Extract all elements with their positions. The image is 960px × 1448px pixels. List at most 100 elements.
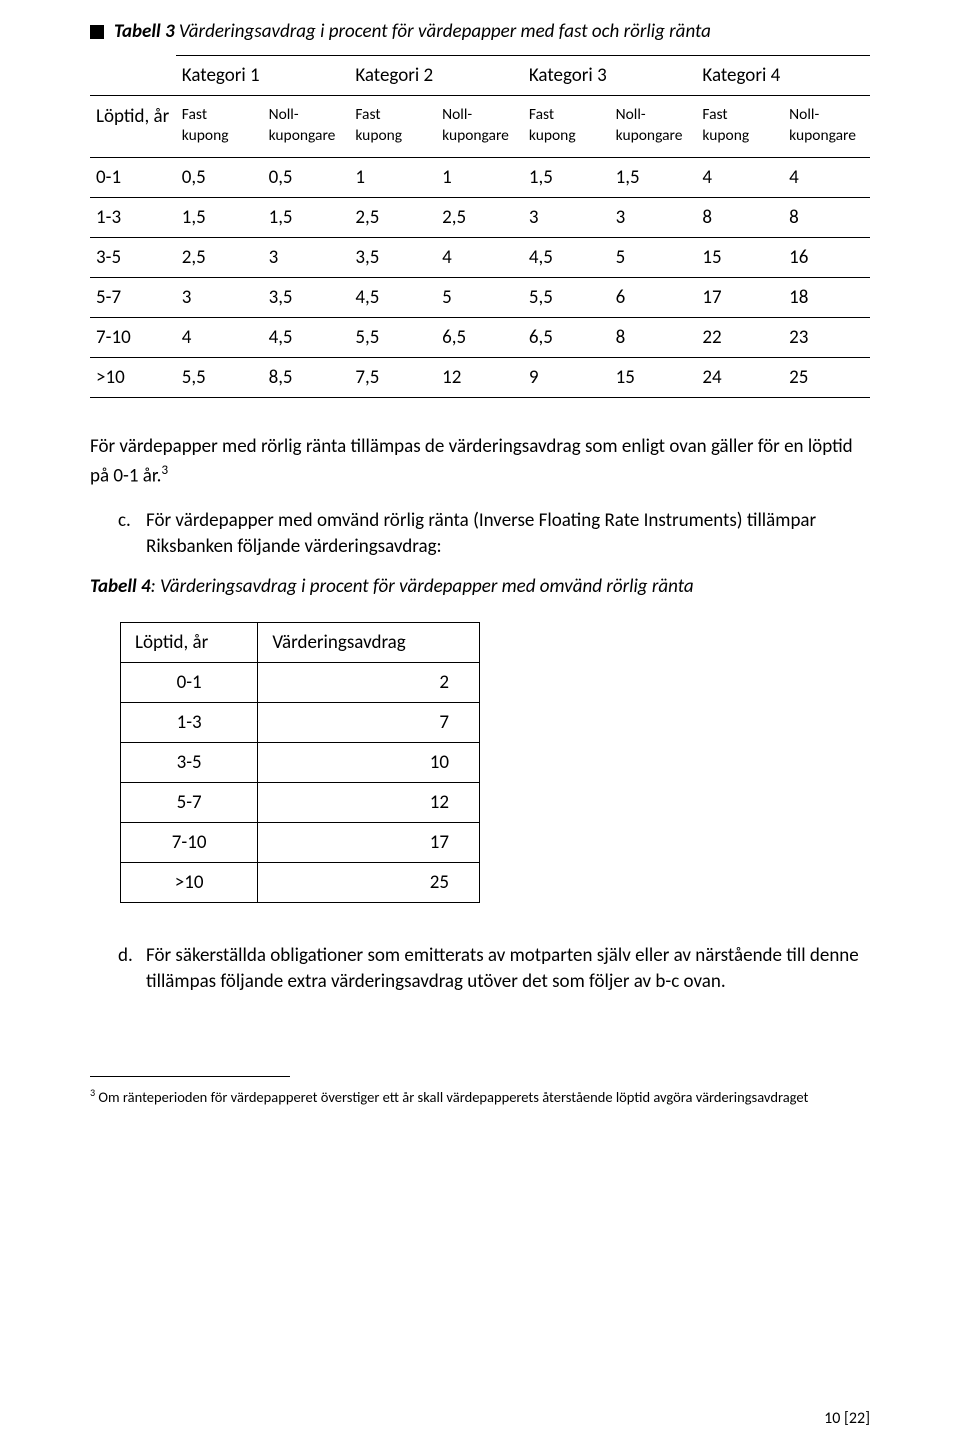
table4-cell-loptid: 5-7 [121, 782, 258, 822]
table3-cell: 8,5 [263, 358, 350, 398]
table-row: 5-733,54,555,561718 [90, 278, 870, 318]
table4-header-loptid: Löptid, år [121, 622, 258, 662]
table3: Kategori 1 Kategori 2 Kategori 3 Kategor… [90, 55, 870, 398]
table3-sub-noll: Noll-kupongare [783, 95, 870, 157]
table3-sub-noll: Noll-kupongare [436, 95, 523, 157]
table3-cell: 15 [696, 238, 783, 278]
table3-cell: 3 [263, 238, 350, 278]
table3-cat3: Kategori 3 [523, 55, 697, 95]
table3-cell: 3,5 [263, 278, 350, 318]
table3-cell: 6,5 [436, 318, 523, 358]
table3-category-row: Kategori 1 Kategori 2 Kategori 3 Kategor… [90, 55, 870, 95]
table4-cell-avdrag: 2 [258, 662, 480, 702]
table3-cell: 6,5 [523, 318, 610, 358]
footnote-rule [90, 1076, 290, 1077]
table4-cell-loptid: 7-10 [121, 822, 258, 862]
table-row: 0-10,50,5111,51,544 [90, 158, 870, 198]
table3-cell: 15 [610, 358, 697, 398]
table3-cell: 3 [523, 198, 610, 238]
table3-cell: 8 [783, 198, 870, 238]
table4-title-bold: Tabell 4 [90, 575, 151, 598]
table3-cell: 8 [696, 198, 783, 238]
list-text-c: För värdepapper med omvänd rörlig ränta … [146, 508, 870, 561]
table4-header-row: Löptid, år Värderingsavdrag [121, 622, 480, 662]
table3-cell: 1,5 [263, 198, 350, 238]
table3-row-label: 1-3 [90, 198, 176, 238]
table3-cat2: Kategori 2 [349, 55, 523, 95]
table-row: 1-37 [121, 702, 480, 742]
table3-cat4: Kategori 4 [696, 55, 870, 95]
table3-cell: 5,5 [176, 358, 263, 398]
table3-row-label: 3-5 [90, 238, 176, 278]
table3-title-row: Tabell 3 Värderingsavdrag i procent för … [90, 20, 870, 45]
table3-cell: 1,5 [610, 158, 697, 198]
table-row: 5-712 [121, 782, 480, 822]
table4-cell-loptid: 3-5 [121, 742, 258, 782]
footnote: 3 Om ränteperioden för värdepapperet öve… [90, 1085, 870, 1109]
page-number: 10 [22] [824, 1409, 870, 1428]
table3-sub-fast: Fast kupong [523, 95, 610, 157]
table3-cell: 17 [696, 278, 783, 318]
table3-title: Tabell 3 Värderingsavdrag i procent för … [114, 20, 711, 45]
table3-cell: 5,5 [349, 318, 436, 358]
table4-cell-avdrag: 12 [258, 782, 480, 822]
table4-title-rest: : Värderingsavdrag i procent för värdepa… [151, 575, 694, 598]
table3-row-label: >10 [90, 358, 176, 398]
table3-cell: 4 [783, 158, 870, 198]
table4-header-avdrag: Värderingsavdrag [258, 622, 480, 662]
table3-cell: 18 [783, 278, 870, 318]
para-after-t3-text: För värdepapper med rörlig ränta tillämp… [90, 435, 853, 487]
table3-cell: 24 [696, 358, 783, 398]
footnote-text: Om ränteperioden för värdepapperet övers… [95, 1088, 808, 1106]
table3-cell: 4 [436, 238, 523, 278]
table4-cell-avdrag: 17 [258, 822, 480, 862]
table4-cell-loptid: 1-3 [121, 702, 258, 742]
table3-cell: 9 [523, 358, 610, 398]
table3-title-rest: Värderingsavdrag i procent för värdepapp… [175, 20, 711, 43]
table3-cell: 4 [696, 158, 783, 198]
table3-cell: 4,5 [263, 318, 350, 358]
table-row: 7-1017 [121, 822, 480, 862]
table4-title: Tabell 4: Värderingsavdrag i procent för… [90, 575, 870, 598]
table3-cell: 3 [610, 198, 697, 238]
table-row: >1025 [121, 862, 480, 902]
table4-cell-loptid: >10 [121, 862, 258, 902]
para-after-t3-sup: 3 [161, 461, 168, 478]
table-row: 0-12 [121, 662, 480, 702]
table4-cell-avdrag: 25 [258, 862, 480, 902]
table3-cell: 16 [783, 238, 870, 278]
table3-cell: 1,5 [176, 198, 263, 238]
table3-cell: 4,5 [349, 278, 436, 318]
table4-cell-loptid: 0-1 [121, 662, 258, 702]
table3-cell: 4,5 [523, 238, 610, 278]
list-item-d: d. För säkerställda obligationer som emi… [118, 943, 870, 996]
table3-sub-fast: Fast kupong [349, 95, 436, 157]
list-text-d: För säkerställda obligationer som emitte… [146, 943, 870, 996]
table3-cell: 1 [436, 158, 523, 198]
table3-cell: 0,5 [176, 158, 263, 198]
table3-cell: 5 [436, 278, 523, 318]
table3-row-label: 0-1 [90, 158, 176, 198]
table3-cell: 4 [176, 318, 263, 358]
table4-cell-avdrag: 10 [258, 742, 480, 782]
table3-cell: 1 [349, 158, 436, 198]
table3-cell: 2,5 [176, 238, 263, 278]
table3-cell: 2,5 [349, 198, 436, 238]
table3-row-label: 7-10 [90, 318, 176, 358]
table3-cell: 1,5 [523, 158, 610, 198]
table3-cell: 3 [176, 278, 263, 318]
table-row: 1-31,51,52,52,53388 [90, 198, 870, 238]
table3-cell: 12 [436, 358, 523, 398]
table3-sub-fast: Fast kupong [176, 95, 263, 157]
table3-cell: 23 [783, 318, 870, 358]
table3-catrow-blank [90, 55, 176, 95]
table3-cell: 5 [610, 238, 697, 278]
table3-cell: 5,5 [523, 278, 610, 318]
table3-cell: 6 [610, 278, 697, 318]
table3-row-label: 5-7 [90, 278, 176, 318]
table3-subheader-row: Löptid, år Fast kupong Noll-kupongare Fa… [90, 95, 870, 157]
page: Tabell 3 Värderingsavdrag i procent för … [0, 0, 960, 1448]
table3-sub-noll: Noll-kupongare [263, 95, 350, 157]
table3-cell: 7,5 [349, 358, 436, 398]
table3-cell: 8 [610, 318, 697, 358]
